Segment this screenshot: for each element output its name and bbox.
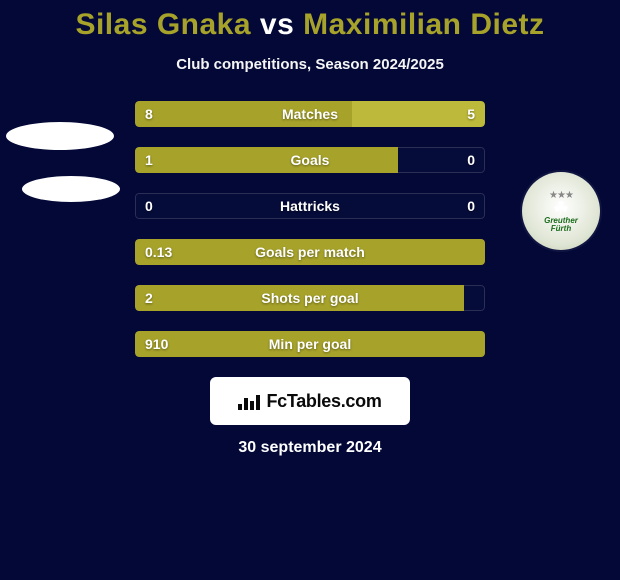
bar-left bbox=[135, 331, 485, 357]
comparison-chart: 85Matches 10Goals 00Hattricks 0.13Goals per… bbox=[0, 101, 620, 357]
bar-left bbox=[135, 101, 352, 127]
bar-left bbox=[135, 147, 398, 173]
stat-row: 00Hattricks bbox=[135, 193, 485, 219]
player2-name: Maximilian Dietz bbox=[303, 8, 544, 41]
subtitle: Club competitions, Season 2024/2025 bbox=[0, 56, 620, 73]
stat-row: 910Min per goal bbox=[135, 331, 485, 357]
icon-bar bbox=[256, 395, 260, 410]
bar-left bbox=[135, 239, 485, 265]
fctables-text: FcTables.com bbox=[266, 391, 381, 412]
date-stamp: 30 september 2024 bbox=[0, 439, 620, 457]
comparison-title: Silas Gnaka vs Maximilian Dietz bbox=[0, 0, 620, 42]
stat-row: 0.13Goals per match bbox=[135, 239, 485, 265]
icon-bar bbox=[244, 398, 248, 410]
fctables-logo: FcTables.com bbox=[210, 377, 410, 425]
player1-name: Silas Gnaka bbox=[75, 8, 251, 41]
icon-bar bbox=[250, 401, 254, 410]
vs-separator: vs bbox=[260, 8, 294, 41]
stat-row: 10Goals bbox=[135, 147, 485, 173]
bar-left bbox=[135, 285, 464, 311]
bar-chart-icon bbox=[238, 392, 260, 410]
stat-row: 85Matches bbox=[135, 101, 485, 127]
row-track bbox=[135, 193, 485, 219]
icon-bar bbox=[238, 404, 242, 410]
stat-row: 2Shots per goal bbox=[135, 285, 485, 311]
bar-right bbox=[352, 101, 485, 127]
